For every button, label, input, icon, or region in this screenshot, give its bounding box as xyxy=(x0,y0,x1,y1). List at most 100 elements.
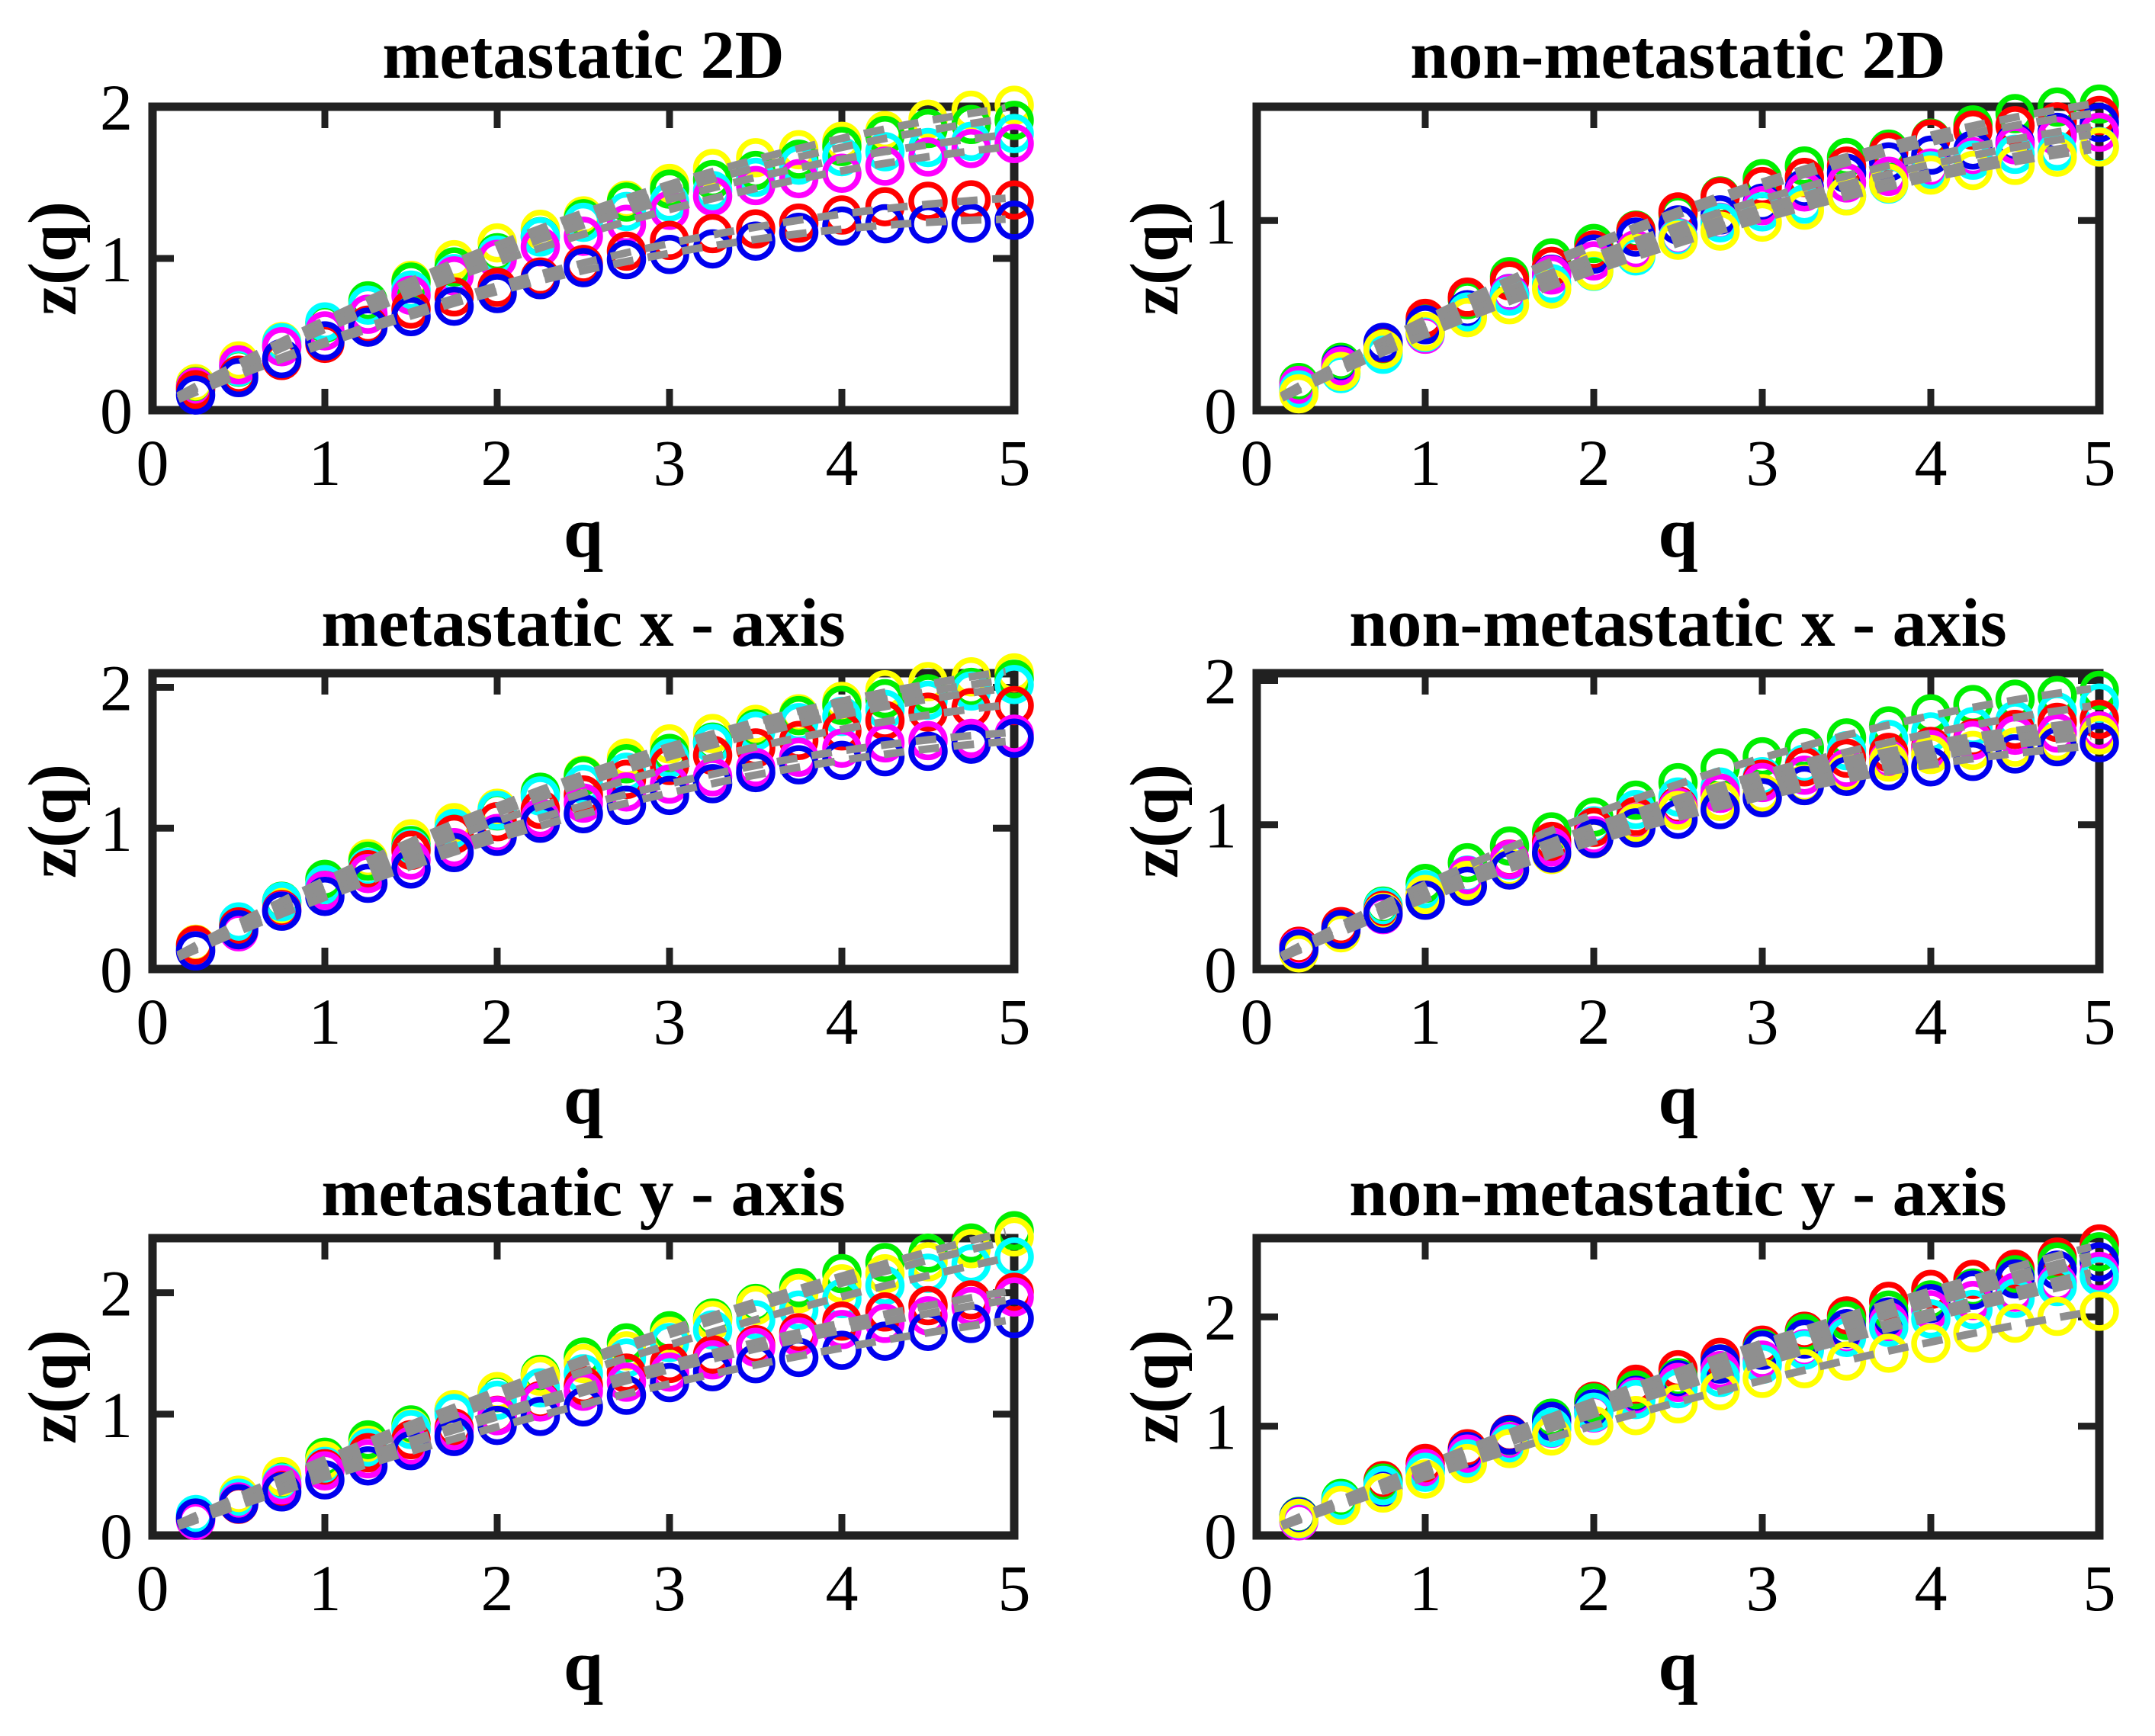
y-axis-label: z(q) xyxy=(1117,201,1193,316)
x-tick-label: 4 xyxy=(1915,1551,1948,1625)
series-yellow xyxy=(1279,1292,2119,1539)
x-tick-label: 5 xyxy=(998,426,1031,499)
x-axis-label: q xyxy=(563,493,604,573)
axes-frame xyxy=(148,669,1019,974)
axes-frame xyxy=(1252,1234,2104,1540)
data-point xyxy=(2080,1292,2119,1331)
y-tick-label: 2 xyxy=(1204,1281,1237,1354)
data-point xyxy=(1532,833,1572,873)
data-point xyxy=(994,85,1034,125)
x-tick-label: 5 xyxy=(998,985,1031,1058)
y-tick-label: 1 xyxy=(1204,185,1237,258)
y-axis-label: z(q) xyxy=(1117,764,1193,878)
data-point xyxy=(520,1356,560,1396)
y-tick-label: 1 xyxy=(100,223,133,296)
x-tick-label: 1 xyxy=(1409,426,1442,499)
y-tick-label: 1 xyxy=(100,792,133,865)
data-point xyxy=(779,213,819,252)
x-tick-label: 0 xyxy=(1241,426,1273,499)
x-tick-label: 5 xyxy=(2083,1551,2116,1625)
series-blue xyxy=(1279,723,2119,969)
x-ticks: 0 1 2 3 4 5 xyxy=(136,107,1031,499)
series-cyan xyxy=(175,665,1034,966)
x-ticks: 0 1 2 3 4 5 xyxy=(1241,673,2116,1058)
data-point xyxy=(994,1217,1034,1257)
series-green xyxy=(1279,670,2119,967)
y-tick-label: 0 xyxy=(1204,374,1237,448)
data-point xyxy=(908,720,948,761)
x-ticks: 0 1 2 3 4 5 xyxy=(136,1238,1031,1625)
x-tick-label: 3 xyxy=(654,1551,686,1625)
data-point xyxy=(908,181,948,221)
data-point xyxy=(908,1285,948,1326)
y-tick-label: 0 xyxy=(1204,933,1237,1006)
x-tick-label: 2 xyxy=(481,985,514,1058)
data-point xyxy=(908,731,948,772)
series-cyan xyxy=(175,1237,1034,1535)
trendline-magenta xyxy=(176,143,1007,401)
data-point xyxy=(822,1264,862,1304)
data-point xyxy=(606,239,647,280)
x-axis-label: q xyxy=(563,1060,604,1139)
y-axis-label: z(q) xyxy=(1117,1330,1193,1444)
y-tick-label: 1 xyxy=(100,1378,133,1452)
trendline-yellow xyxy=(1280,146,2092,402)
y-ticks: 0 1 2 xyxy=(100,1257,1014,1573)
x-tick-label: 5 xyxy=(2083,426,2116,499)
plot-canvas-metastatic-y-axis: 0 1 2 3 4 5 0 1 2 xyxy=(100,1211,1034,1625)
data-point xyxy=(434,286,474,326)
y-tick-label: 0 xyxy=(1204,1500,1237,1573)
y-ticks: 01 xyxy=(1204,185,2099,448)
data-point xyxy=(865,1243,905,1282)
y-tick-label: 2 xyxy=(100,651,133,724)
panel-non-metastatic-y-axis: 0 1 2 3 4 5 0 1 2 non-metastatic y - axis q z(q) xyxy=(1078,1157,2155,1736)
y-tick-label: 1 xyxy=(1204,789,1237,862)
panel-metastatic-y-axis: 0 1 2 3 4 5 0 1 2 metastatic y - axis q z(q) xyxy=(0,1157,1078,1736)
data-point xyxy=(1911,1324,1951,1363)
panel-title: non-metastatic x - axis xyxy=(1349,586,2007,661)
data-point xyxy=(262,891,302,931)
trendline-blue xyxy=(1280,742,2092,961)
x-tick-label: 1 xyxy=(1409,1551,1442,1625)
x-axis-label: q xyxy=(563,1626,604,1706)
panel-non-metastatic-x-axis: 0 1 2 3 4 5 0 1 2 non-metastatic x - axis q z(q) xyxy=(1078,579,2155,1157)
y-tick-label: 0 xyxy=(100,374,133,448)
x-tick-label: 4 xyxy=(826,985,859,1058)
series-yellow xyxy=(1279,127,2119,414)
y-axis-label: z(q) xyxy=(15,764,91,878)
trendline-green xyxy=(1280,685,2092,959)
data-point xyxy=(520,776,560,816)
trendline-red xyxy=(176,701,1007,960)
x-tick-label: 2 xyxy=(481,1551,514,1625)
x-tick-label: 3 xyxy=(1746,426,1779,499)
x-tick-label: 1 xyxy=(1409,985,1442,1058)
data-point xyxy=(1784,146,1824,186)
panel-title: metastatic x - axis xyxy=(321,586,846,661)
x-axis-label: q xyxy=(1658,493,1698,573)
axes-frame xyxy=(1252,669,2104,974)
trendline-blue xyxy=(177,215,1006,403)
y-tick-label: 0 xyxy=(100,1500,133,1573)
data-point xyxy=(865,723,905,763)
y-tick-label: 2 xyxy=(100,71,133,144)
data-point xyxy=(736,209,776,249)
series-cyan xyxy=(1279,683,2119,971)
axes-frame xyxy=(148,1234,1019,1540)
data-point xyxy=(1279,929,1318,969)
x-tick-label: 4 xyxy=(826,1551,859,1625)
x-tick-label: 5 xyxy=(2083,985,2116,1058)
data-point xyxy=(606,1362,647,1402)
y-ticks: 0 1 2 xyxy=(100,651,1014,1006)
x-tick-label: 2 xyxy=(481,426,514,499)
plot-canvas-non-metastatic-x-axis: 0 1 2 3 4 5 0 1 2 xyxy=(1204,644,2119,1058)
plot-canvas-metastatic-2d: 0 1 2 3 4 5 0 1 2 xyxy=(100,71,1034,499)
data-point xyxy=(1911,734,1951,775)
data-point xyxy=(1363,894,1403,934)
y-tick-label: 2 xyxy=(100,1257,133,1330)
trendline-red xyxy=(1280,110,2092,400)
x-tick-label: 0 xyxy=(136,426,169,499)
plot-canvas-non-metastatic-2d: 0 1 2 3 4 501 xyxy=(1204,84,2119,499)
data-point xyxy=(994,665,1034,704)
